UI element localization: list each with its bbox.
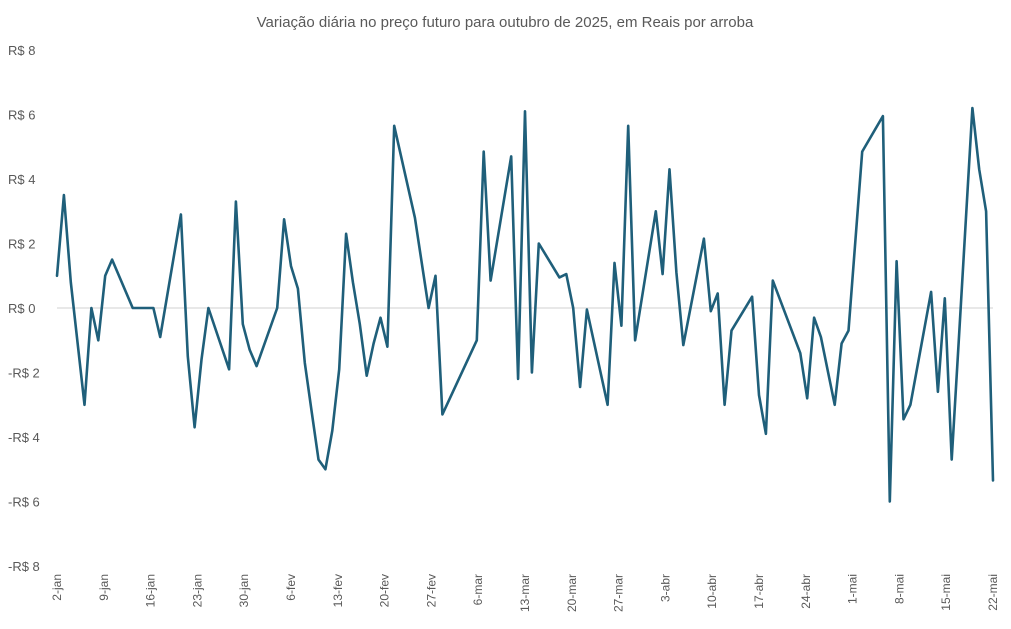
- x-tick-label: 8-mai: [892, 574, 906, 604]
- x-tick-label: 9-jan: [97, 574, 111, 601]
- x-tick-label: 10-abr: [705, 574, 719, 609]
- series-line-0: [55, 106, 995, 503]
- chart-title: Variação diária no preço futuro para out…: [257, 14, 754, 31]
- x-tick-label: 24-abr: [799, 574, 813, 609]
- x-tick-label: 13-mar: [518, 574, 532, 612]
- x-tick-label: 1-mai: [846, 574, 860, 604]
- x-tick-label: 22-mai: [986, 574, 1000, 611]
- x-tick-label: 16-jan: [144, 574, 158, 607]
- y-tick-label: R$ 4: [8, 172, 35, 187]
- series-layer: [55, 106, 995, 503]
- x-tick-label: 20-mar: [565, 574, 579, 612]
- y-tick-label: -R$ 4: [8, 430, 40, 445]
- x-axis-labels: 2-jan 9-jan 16-jan 23-jan 30-jan 6-fev 13-fev 2…: [50, 574, 1000, 612]
- x-tick-label: 13-fev: [331, 574, 345, 607]
- x-tick-label: 27-fev: [424, 574, 438, 607]
- y-axis-labels: R$ 8 R$ 6 R$ 4 R$ 2 R$ 0 -R$ 2 -R$ 4 -R$ 6 -R$ 8: [8, 43, 40, 574]
- x-tick-label: 17-abr: [752, 574, 766, 609]
- x-tick-label: 15-mai: [939, 574, 953, 611]
- y-tick-label: -R$ 2: [8, 366, 40, 381]
- y-tick-label: -R$ 6: [8, 495, 40, 510]
- y-tick-label: R$ 6: [8, 108, 35, 123]
- x-tick-label: 6-fev: [284, 574, 298, 601]
- x-tick-label: 3-abr: [658, 574, 672, 602]
- x-tick-label: 30-jan: [237, 574, 251, 607]
- y-tick-label: R$ 0: [8, 301, 35, 316]
- y-tick-label: R$ 2: [8, 237, 35, 252]
- x-tick-label: 23-jan: [190, 574, 204, 607]
- x-tick-label: 2-jan: [50, 574, 64, 601]
- x-tick-label: 27-mar: [612, 574, 626, 612]
- y-tick-label: -R$ 8: [8, 559, 40, 574]
- x-tick-label: 20-fev: [378, 574, 392, 607]
- x-tick-label: 6-mar: [471, 574, 485, 605]
- y-tick-label: R$ 8: [8, 43, 35, 58]
